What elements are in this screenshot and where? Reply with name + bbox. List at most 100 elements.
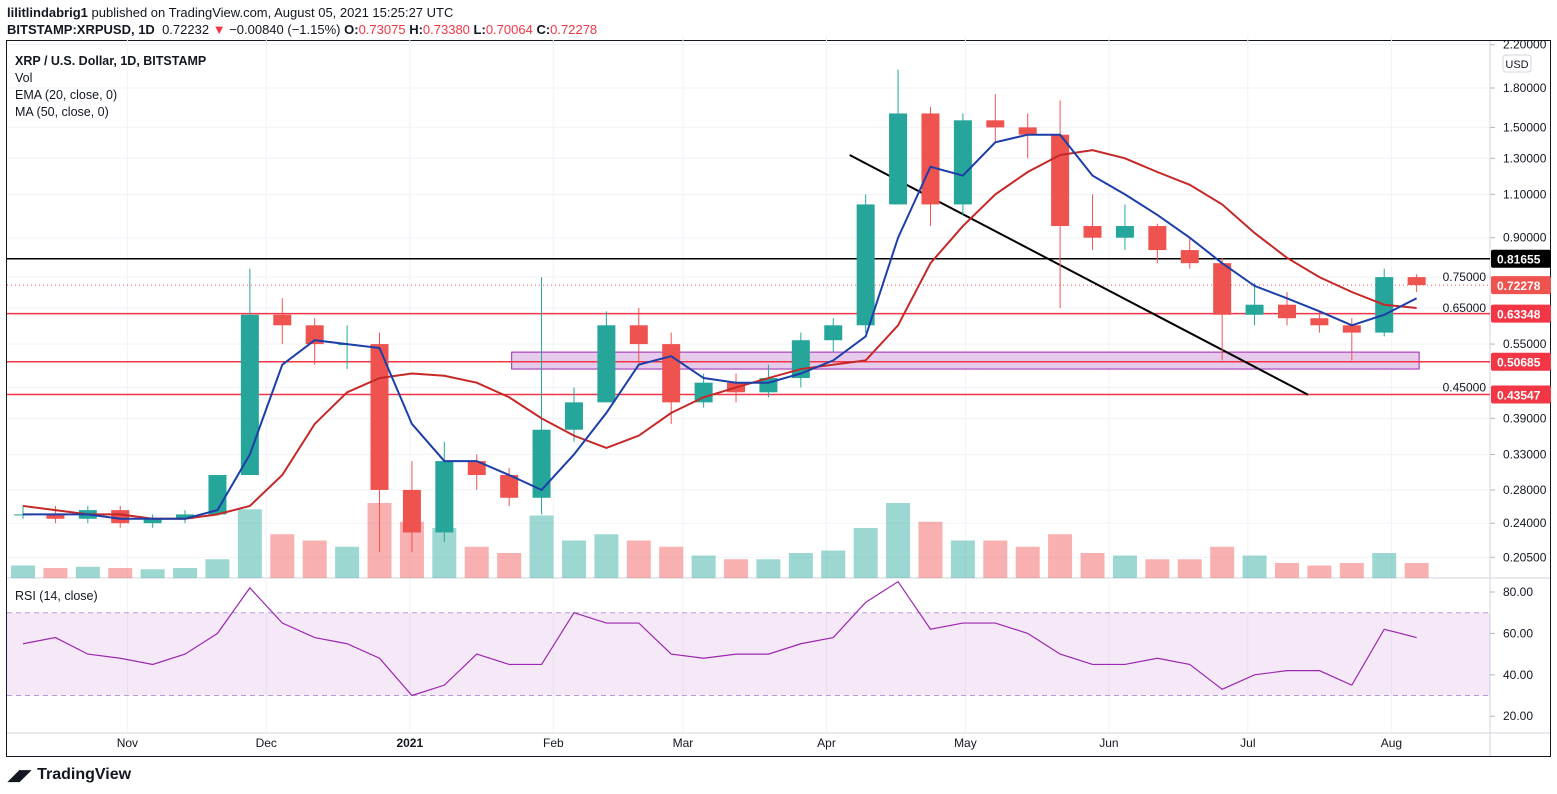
- level-price-tag: [1491, 304, 1551, 323]
- candle-body: [791, 340, 810, 379]
- level-price-label: 0.50685: [1497, 356, 1541, 370]
- high-label: H:: [409, 22, 423, 37]
- candle-body: [143, 518, 162, 524]
- candle-body: [370, 344, 389, 490]
- rsi-tick-label: 40.00: [1503, 668, 1533, 682]
- price-tick-label: 1.10000: [1503, 187, 1547, 201]
- price-tick-label: 0.39000: [1503, 411, 1547, 425]
- candle-body: [953, 120, 972, 205]
- time-tick-label: Jul: [1240, 736, 1255, 750]
- low-label: L:: [473, 22, 486, 37]
- currency-badge: [1502, 54, 1532, 73]
- candle-body: [856, 204, 875, 326]
- candle-body: [662, 344, 681, 403]
- last-price: 0.72232: [162, 22, 210, 37]
- volume-bar: [173, 568, 198, 578]
- symbol: BITSTAMP:XRPUSD, 1D: [7, 22, 155, 37]
- volume-bar: [918, 521, 943, 578]
- candle-body: [1180, 250, 1199, 264]
- price-tick-label: 1.80000: [1503, 81, 1547, 95]
- volume-bar: [1210, 546, 1235, 578]
- volume-bar: [270, 534, 295, 578]
- legend-vol[interactable]: Vol: [15, 71, 33, 85]
- candle-body: [500, 475, 519, 498]
- candle-body: [1018, 127, 1037, 135]
- support-zone: [511, 351, 1420, 370]
- candle-body: [1342, 325, 1361, 333]
- price-tick-label: 0.75000: [1443, 270, 1487, 284]
- author[interactable]: lilitlindabrig1: [7, 5, 88, 20]
- candle-body: [824, 325, 843, 341]
- volume-bar: [788, 553, 813, 578]
- down-arrow-icon: ▼: [212, 22, 226, 37]
- volume-bar: [302, 540, 327, 578]
- volume-bar: [950, 540, 975, 578]
- level-price-tag: [1491, 352, 1551, 371]
- volume-bar: [756, 559, 781, 578]
- candle-body: [435, 461, 454, 533]
- legend-ema[interactable]: EMA (20, close, 0): [15, 88, 118, 102]
- rsi-line: [22, 580, 1417, 697]
- time-tick-label: Jun: [1099, 736, 1118, 750]
- candle-body: [305, 325, 324, 345]
- low-value: 0.70064: [485, 22, 533, 37]
- legend-rsi[interactable]: RSI (14, close): [15, 589, 98, 603]
- time-tick-label: Nov: [117, 736, 138, 750]
- legend-ma[interactable]: MA (50, close, 0): [15, 105, 109, 119]
- symbol-info: BITSTAMP:XRPUSD, 1D 0.72232 ▼ −0.00840 (…: [7, 22, 597, 37]
- publish-date: published on TradingView.com, August 05,…: [91, 5, 454, 20]
- volume-bar: [1177, 559, 1202, 578]
- time-tick-label: Aug: [1381, 736, 1402, 750]
- price-tick-label: 2.20000: [1503, 38, 1547, 52]
- volume-bar: [75, 566, 100, 578]
- volume-bar: [821, 550, 846, 578]
- volume-bar: [1145, 559, 1170, 578]
- volume-bar: [1404, 563, 1429, 578]
- rsi-tick-label: 20.00: [1503, 709, 1533, 723]
- volume-bar: [335, 546, 360, 578]
- time-tick-label: Mar: [673, 736, 694, 750]
- level-price-tag: [1491, 249, 1551, 268]
- last-price-label: 0.72278: [1497, 279, 1541, 293]
- time-tick-label: Apr: [817, 736, 836, 750]
- volume-bar: [464, 546, 489, 578]
- price-tick-label: 1.50000: [1503, 120, 1547, 134]
- volume-bar: [43, 568, 68, 578]
- candle-body: [240, 314, 259, 476]
- volume-bar: [1080, 553, 1105, 578]
- candle-body: [597, 325, 616, 403]
- volume-bar: [108, 568, 133, 578]
- price-tick-label: 0.45000: [1443, 380, 1487, 394]
- candle-body: [467, 461, 486, 476]
- legend-title: XRP / U.S. Dollar, 1D, BITSTAMP: [15, 54, 207, 68]
- volume-bar: [205, 559, 230, 578]
- time-tick-label: Dec: [256, 736, 277, 750]
- candle-body: [1277, 304, 1296, 319]
- tradingview-logo[interactable]: ◢◤ TradingView: [8, 766, 131, 784]
- level-price-label: 0.63348: [1497, 308, 1541, 322]
- open-value: 0.73075: [358, 22, 406, 37]
- volume-bar: [594, 534, 619, 578]
- volume-bar: [1339, 563, 1364, 578]
- brand-name: TradingView: [37, 766, 132, 783]
- volume-bar: [529, 515, 554, 578]
- volume-bar: [1307, 565, 1332, 578]
- ema20-line: [23, 133, 1418, 520]
- ma50-line: [22, 149, 1417, 520]
- candle-body: [1083, 226, 1102, 238]
- volume-bar: [497, 553, 522, 578]
- volume-bar: [626, 540, 651, 578]
- price-tick-label: 0.90000: [1503, 231, 1547, 245]
- volume-bar: [1015, 546, 1040, 578]
- price-tick-label: 0.33000: [1503, 447, 1547, 461]
- price-tick-label: 0.24000: [1503, 516, 1547, 530]
- candle-body: [1051, 134, 1070, 227]
- publish-info: lilitlindabrig1 published on TradingView…: [7, 5, 453, 20]
- volume-bar: [11, 565, 35, 578]
- candle-body: [402, 489, 421, 533]
- price-tick-label: 0.20500: [1503, 550, 1547, 564]
- price-tick-label: 0.55000: [1503, 337, 1547, 351]
- rsi-tick-label: 80.00: [1503, 585, 1533, 599]
- candle-body: [1213, 263, 1232, 315]
